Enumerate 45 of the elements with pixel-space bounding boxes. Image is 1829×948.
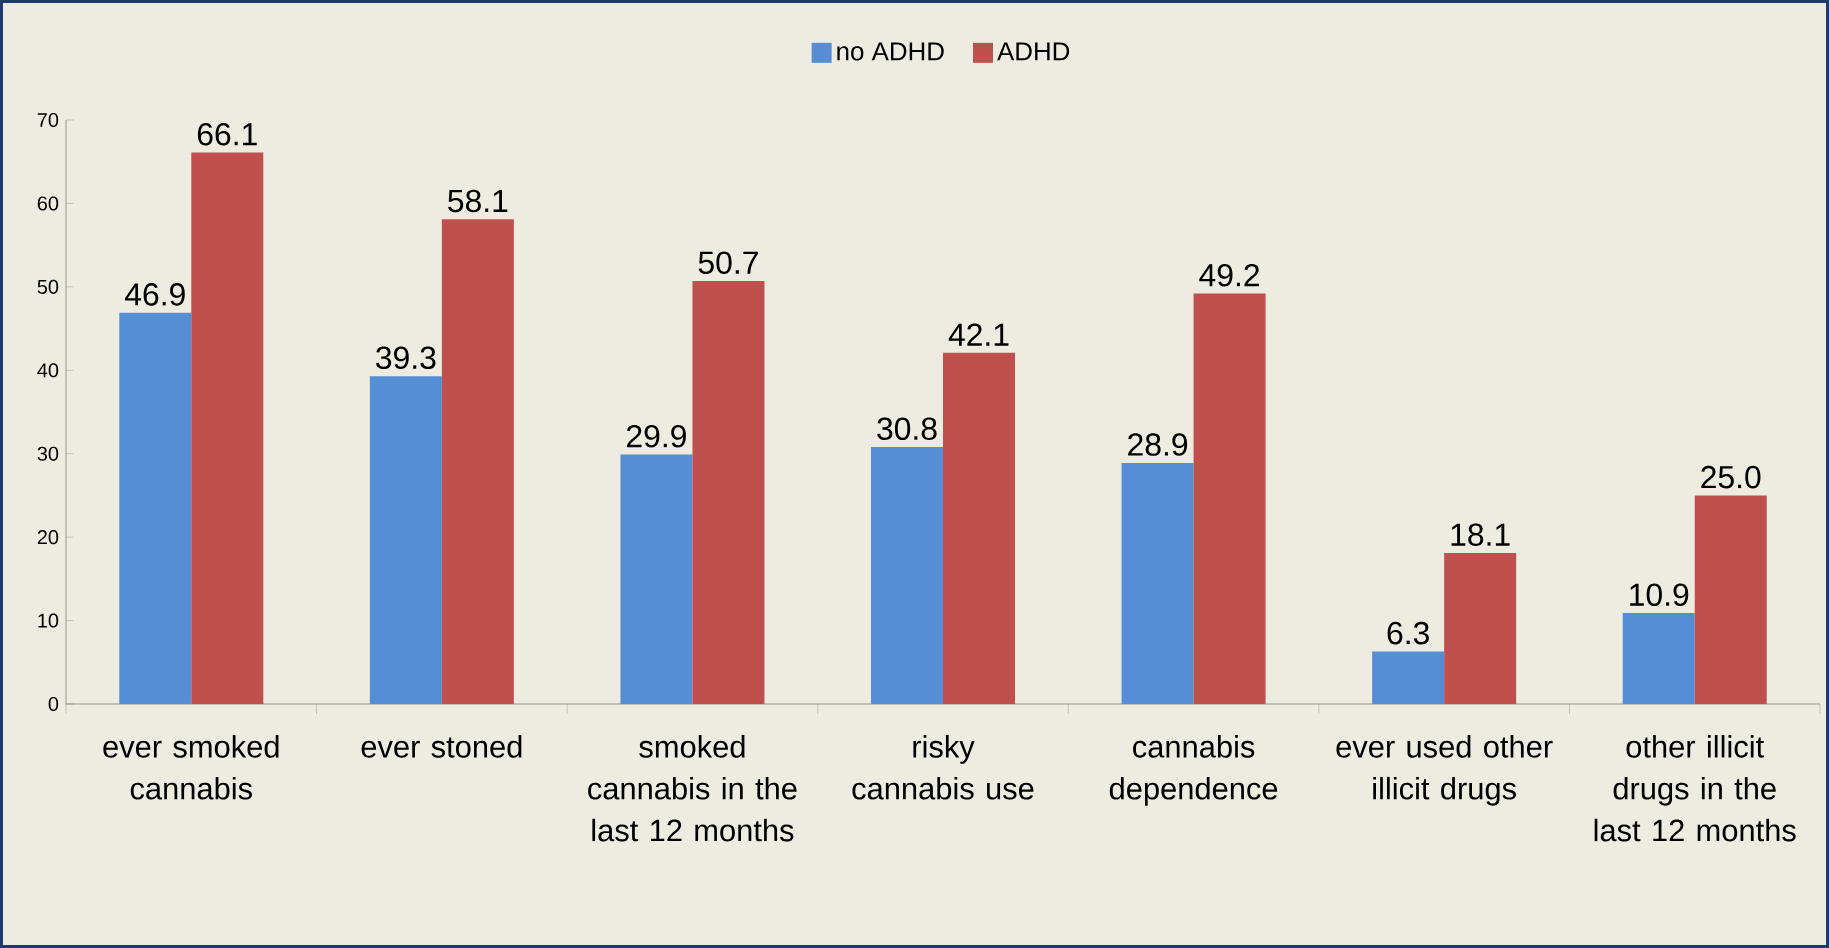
y-tick-label: 30: [37, 446, 59, 461]
y-tick-label: 20: [37, 530, 59, 545]
y-tick-label: 50: [37, 279, 59, 294]
x-tick-label: ever stoned: [361, 735, 522, 758]
legend-label: ADHD: [997, 42, 1070, 61]
bar: [871, 447, 944, 704]
x-tick-label: ever smoked cannabis: [103, 735, 279, 800]
data-label: 58.1: [448, 189, 508, 213]
x-tick-label: risky cannabis use: [852, 735, 1034, 800]
data-label: 39.3: [376, 346, 436, 370]
legend-label: no ADHD: [837, 42, 944, 61]
y-tick-label: 70: [37, 112, 59, 128]
y-tick-label: 40: [37, 363, 59, 378]
data-label: 18.1: [1451, 523, 1510, 546]
bar: [1121, 462, 1194, 704]
bar: [1193, 293, 1266, 704]
data-label: 66.1: [197, 122, 257, 146]
bar: [692, 281, 765, 704]
bar: [191, 152, 264, 704]
data-label: 42.1: [948, 323, 1009, 346]
y-tick-label: 10: [38, 613, 59, 628]
bar: [943, 352, 1016, 704]
bar: [1444, 552, 1517, 704]
data-label: 46.9: [124, 283, 185, 306]
data-label: 50.7: [698, 251, 758, 274]
bar: [620, 454, 693, 704]
bar: [1694, 495, 1767, 704]
data-label: 6.3: [1387, 621, 1429, 645]
data-label: 29.9: [627, 424, 686, 448]
bar: [119, 312, 192, 704]
y-tick-label: 0: [48, 696, 59, 712]
data-label: 28.9: [1128, 433, 1188, 456]
bar: [441, 219, 514, 704]
bar: [369, 376, 442, 704]
x-tick-label: smoked cannabis in the last 12 months: [588, 735, 797, 842]
data-label: 25.0: [1701, 465, 1761, 489]
data-label: 10.9: [1630, 583, 1689, 607]
data-label: 49.2: [1199, 263, 1259, 287]
y-tick-label: 60: [37, 196, 59, 211]
x-tick-label: ever used other illicit drugs: [1336, 735, 1553, 806]
x-tick-label: other illicit drugs in the last 12 months: [1594, 735, 1796, 842]
x-tick-label: cannabis dependence: [1109, 735, 1278, 806]
bar: [1622, 613, 1695, 704]
data-label: 30.8: [877, 417, 937, 440]
bar: [1372, 651, 1445, 704]
